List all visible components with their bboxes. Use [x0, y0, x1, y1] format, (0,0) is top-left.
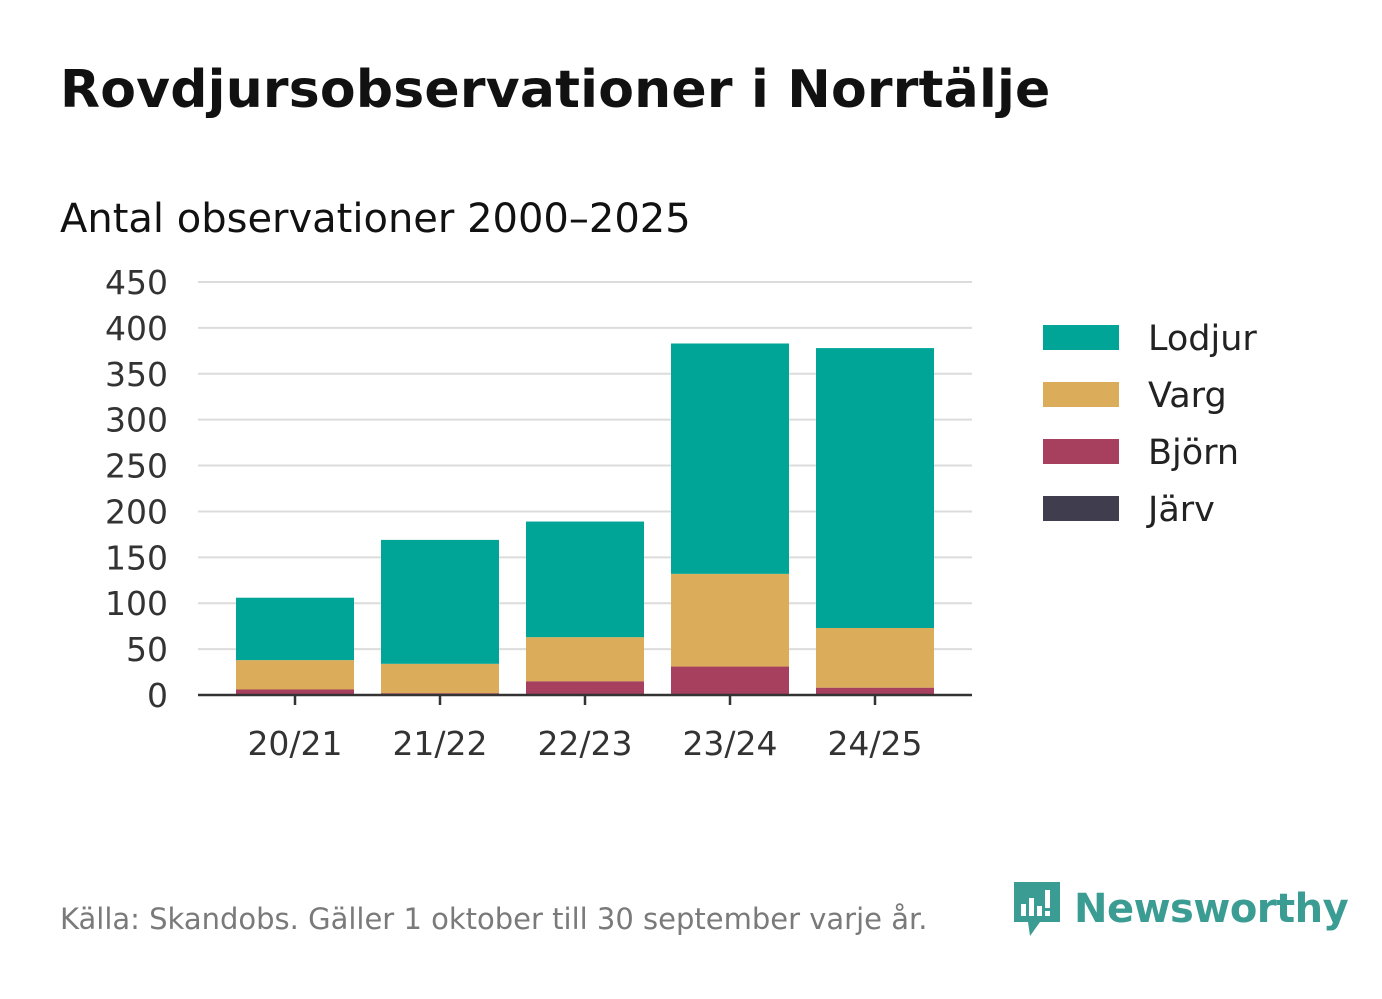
- y-tick-label: 400: [105, 309, 168, 348]
- y-tick-label: 450: [105, 263, 168, 302]
- legend-swatch-järv: [1043, 496, 1119, 521]
- bar-lodjur-20-21: [236, 597, 354, 661]
- bar-björn-23-24: [671, 666, 789, 695]
- chart-subtitle: Antal observationer 2000–2025: [60, 196, 691, 242]
- y-tick-label: 0: [147, 676, 168, 715]
- bar-varg-20-21: [236, 660, 354, 690]
- y-tick-label: 50: [126, 630, 168, 669]
- bar-varg-21-22: [381, 663, 499, 694]
- legend-swatch-björn: [1043, 439, 1119, 464]
- bars: [236, 343, 934, 695]
- bar-björn-24-25: [816, 687, 934, 695]
- x-tick-label: 21/22: [392, 724, 487, 763]
- x-tick-label: 23/24: [682, 724, 777, 763]
- legend-swatch-lodjur: [1043, 325, 1119, 350]
- x-tick-label: 24/25: [827, 724, 922, 763]
- y-tick-label: 150: [105, 538, 168, 577]
- y-tick-label: 200: [105, 492, 168, 531]
- bar-varg-24-25: [816, 628, 934, 688]
- x-tick-label: 20/21: [247, 724, 342, 763]
- bar-björn-20-21: [236, 689, 354, 695]
- source-note: Källa: Skandobs. Gäller 1 oktober till 3…: [60, 902, 928, 936]
- newsworthy-icon: [1014, 882, 1060, 936]
- bar-lodjur-23-24: [671, 343, 789, 574]
- stacked-bar-chart: 0 50 100 150 200 250 300 350 400 450 20/21 21/22 22…: [105, 263, 1257, 763]
- bar-varg-22-23: [526, 637, 644, 682]
- x-tick-label: 22/23: [537, 724, 632, 763]
- brand-name: Newsworthy: [1074, 886, 1349, 932]
- bar-björn-22-23: [526, 681, 644, 695]
- legend-label-varg: Varg: [1148, 376, 1227, 416]
- legend-label-lodjur: Lodjur: [1148, 319, 1257, 359]
- legend: Lodjur Varg Björn Järv: [1043, 319, 1257, 530]
- bar-lodjur-24-25: [816, 348, 934, 629]
- bar-lodjur-21-22: [381, 539, 499, 664]
- legend-label-järv: Järv: [1146, 490, 1215, 530]
- bar-varg-23-24: [671, 573, 789, 667]
- y-axis-ticks: 0 50 100 150 200 250 300 350 400 450: [105, 263, 168, 715]
- y-tick-label: 350: [105, 355, 168, 394]
- chart-title: Rovdjursobservationer i Norrtälje: [60, 60, 1051, 120]
- bar-lodjur-22-23: [526, 521, 644, 638]
- y-tick-label: 100: [105, 584, 168, 623]
- legend-label-björn: Björn: [1148, 433, 1239, 473]
- x-axis-ticks: 20/21 21/22 22/23 23/24 24/25: [247, 695, 923, 763]
- legend-swatch-varg: [1043, 382, 1119, 407]
- y-tick-label: 250: [105, 447, 168, 486]
- brand-logo: Newsworthy: [1010, 878, 1349, 940]
- y-tick-label: 300: [105, 401, 168, 440]
